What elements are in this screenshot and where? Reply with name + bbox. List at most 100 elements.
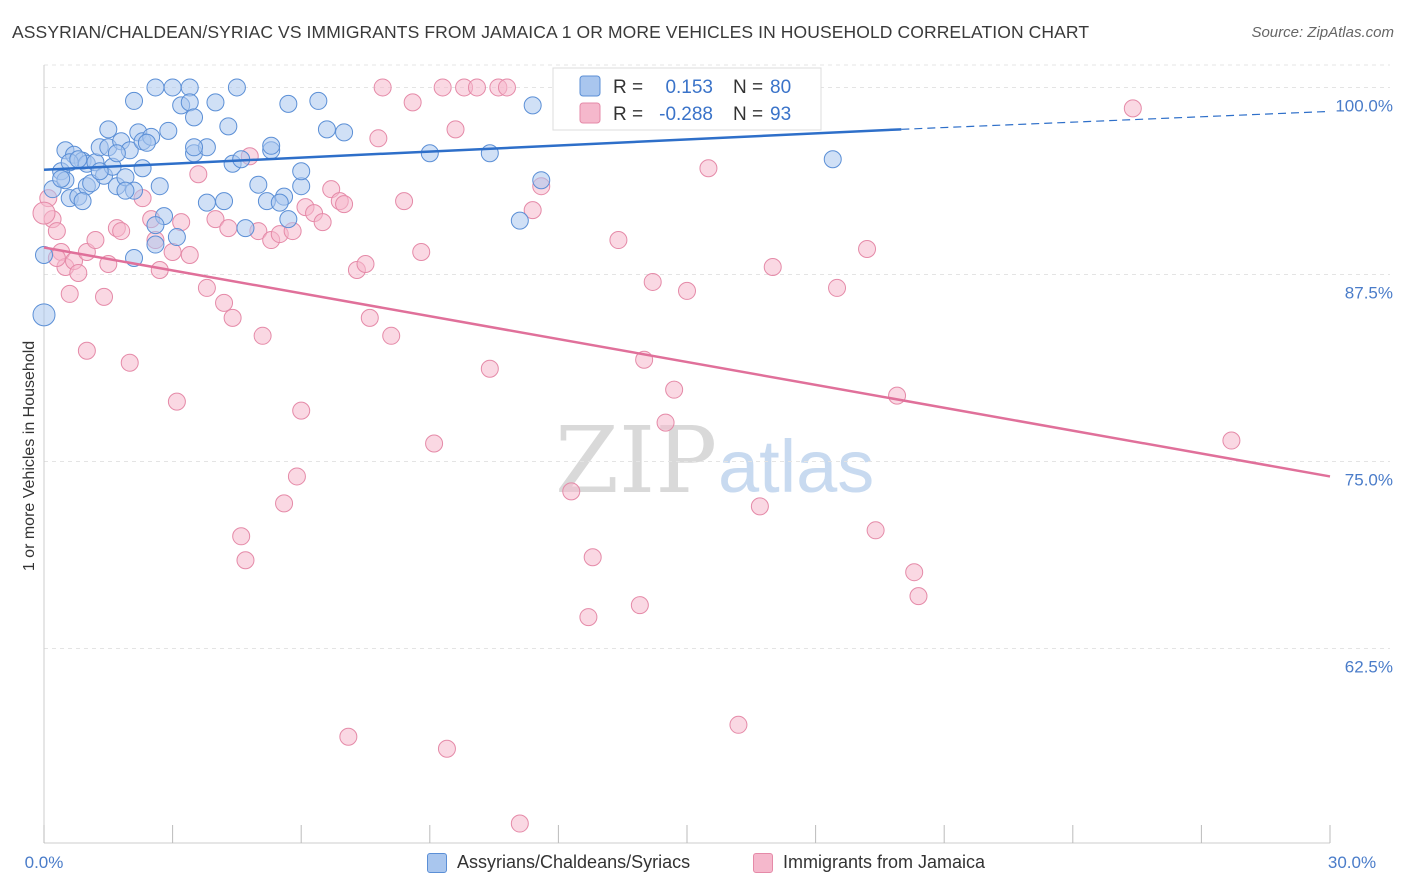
point-s1-40 — [197, 193, 216, 212]
point-s1-67 — [107, 144, 126, 163]
legend-label-assyrian: Assyrians/Chaldeans/Syriacs — [457, 852, 691, 872]
legend-label-jamaica: Immigrants from Jamaica — [783, 852, 986, 872]
point-s2-53 — [382, 326, 401, 345]
point-s2-40 — [292, 401, 311, 420]
legend-swatch-jamaica-bottom — [753, 852, 773, 873]
point-s2-49 — [356, 254, 375, 273]
point-s2-76 — [665, 380, 684, 399]
point-s1-42 — [219, 117, 238, 136]
y-tick-label-0: 100.0% — [1335, 96, 1393, 115]
y-tick-label-1: 87.5% — [1345, 283, 1393, 302]
point-s2-88 — [1123, 99, 1142, 118]
point-s2-24 — [189, 165, 208, 184]
trend-line-assyrian — [43, 128, 902, 171]
point-s2-34 — [253, 326, 272, 345]
point-s1-78 — [32, 303, 56, 327]
correlation-legend: R = 0.153 N = 80 R = -0.288 N = 93 — [552, 67, 822, 131]
point-s2-21 — [167, 392, 186, 411]
point-s1-57 — [309, 91, 328, 110]
point-s2-82 — [828, 278, 847, 297]
point-s2-25 — [197, 278, 216, 297]
point-s1-53 — [279, 210, 298, 229]
point-s2-66 — [510, 814, 529, 833]
legend-r-value-1: 0.153 — [665, 77, 713, 98]
point-s2-10 — [95, 287, 114, 306]
point-s2-68 — [523, 201, 542, 220]
point-s2-9 — [86, 231, 105, 250]
point-s2-78 — [699, 159, 718, 178]
point-s2-71 — [583, 548, 602, 567]
point-s1-60 — [167, 228, 186, 247]
point-s1-72 — [420, 144, 439, 163]
point-s1-44 — [227, 78, 246, 97]
point-s2-22 — [172, 213, 191, 232]
point-s1-31 — [159, 121, 178, 140]
series-legend: Assyrians/Chaldeans/Syriacs Immigrants f… — [0, 852, 1406, 878]
trend-line-jamaica — [43, 246, 1331, 478]
point-s1-29 — [146, 216, 165, 235]
point-s2-15 — [120, 353, 139, 372]
point-s2-26 — [206, 210, 225, 229]
point-s1-41 — [206, 93, 225, 112]
point-s2-87 — [909, 587, 928, 606]
point-s1-27 — [150, 177, 169, 196]
point-s1-63 — [73, 192, 92, 211]
point-s1-36 — [180, 93, 199, 112]
point-s2-92 — [609, 231, 628, 250]
point-s2-43 — [313, 213, 332, 232]
point-s2-72 — [630, 596, 649, 615]
legend-item-jamaica: Immigrants from Jamaica — [753, 852, 985, 873]
point-s1-47 — [249, 175, 268, 194]
point-s2-77 — [678, 281, 696, 300]
legend-item-assyrian: Assyrians/Chaldeans/Syriacs — [427, 852, 690, 873]
point-s1-22 — [133, 159, 152, 178]
point-s2-14 — [112, 222, 131, 241]
y-tick-label-2: 75.0% — [1345, 470, 1393, 489]
point-s1-50 — [262, 136, 281, 155]
point-s2-54 — [395, 192, 414, 211]
point-s2-86 — [905, 563, 924, 582]
point-s1-56 — [292, 162, 311, 181]
point-s2-90 — [32, 201, 56, 225]
point-s1-66 — [90, 162, 109, 181]
point-s2-56 — [412, 243, 431, 262]
legend-n-label-1: N = — [733, 77, 763, 98]
point-s2-20 — [163, 243, 182, 262]
point-s1-24 — [125, 91, 144, 110]
legend-r-label-2: R = — [613, 104, 643, 125]
point-s2-59 — [437, 739, 456, 758]
point-s1-65 — [69, 150, 88, 169]
point-s2-23 — [180, 246, 199, 265]
point-s2-28 — [219, 219, 238, 238]
series-assyrian-points — [32, 78, 842, 327]
point-s1-74 — [510, 211, 529, 230]
legend-n-value-1: 80 — [770, 77, 791, 98]
point-s2-75 — [656, 413, 675, 432]
point-s1-45 — [215, 192, 234, 211]
point-s1-58 — [317, 120, 336, 139]
point-s2-39 — [287, 467, 306, 486]
point-s2-2 — [47, 222, 66, 241]
point-s2-65 — [497, 78, 516, 97]
legend-r-value-2: -0.288 — [659, 104, 713, 125]
point-s1-35 — [180, 78, 199, 97]
trend-lines — [43, 110, 1331, 478]
point-s1-75 — [523, 96, 542, 115]
point-s2-57 — [425, 434, 444, 453]
point-s2-70 — [579, 608, 598, 627]
x-tick-label-0: 0.0% — [25, 853, 64, 872]
watermark-zip: ZIP — [555, 407, 717, 514]
legend-swatch-assyrian-bottom — [427, 852, 447, 873]
point-s2-50 — [360, 308, 379, 327]
point-s2-63 — [480, 359, 499, 378]
point-s2-69 — [562, 482, 581, 501]
point-s1-33 — [163, 78, 182, 97]
legend-swatch-jamaica — [579, 102, 601, 124]
legend-r-label-1: R = — [613, 77, 643, 98]
point-s2-60 — [446, 120, 465, 139]
point-s1-59 — [335, 123, 354, 142]
point-s2-80 — [750, 497, 769, 516]
point-s2-89 — [1222, 431, 1241, 450]
point-s2-51 — [369, 129, 388, 148]
